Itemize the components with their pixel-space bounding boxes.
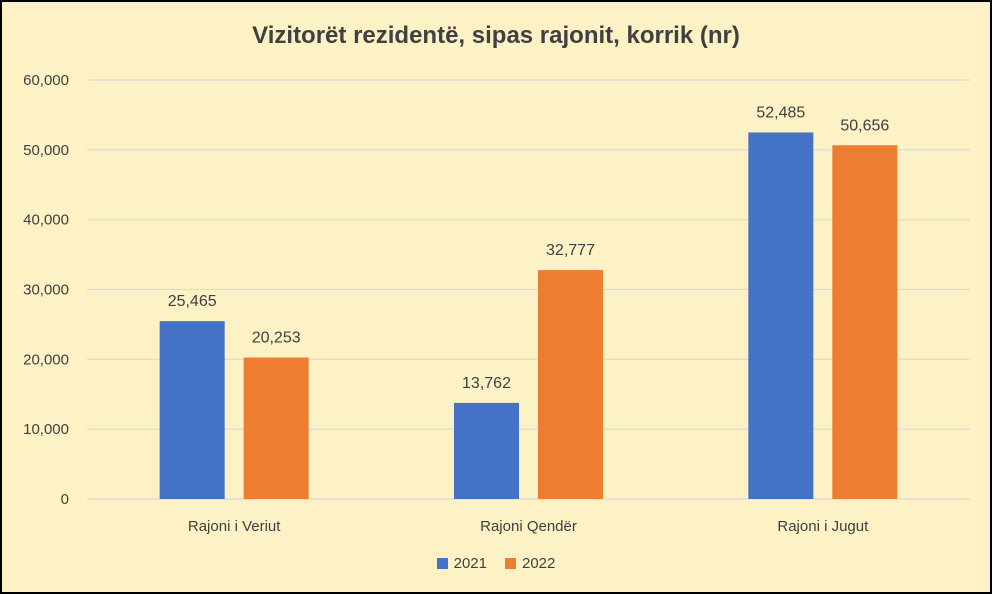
legend-item-2021: 2021 (436, 555, 487, 572)
bar-2021 (159, 321, 225, 499)
data-label: 20,253 (252, 330, 301, 347)
legend: 2021 2022 (2, 555, 990, 572)
bar-2021 (748, 132, 814, 500)
legend-swatch-2022 (505, 558, 516, 569)
data-label: 13,762 (462, 375, 511, 392)
legend-item-2022: 2022 (505, 555, 555, 572)
y-tick-label: 0 (61, 491, 69, 508)
x-tick-label: Rajoni i Veriut (188, 518, 281, 535)
data-label: 25,465 (168, 293, 217, 310)
data-label: 50,656 (840, 117, 889, 134)
bar-2022 (243, 357, 309, 499)
y-tick-label: 20,000 (23, 351, 69, 368)
data-label: 32,777 (546, 242, 595, 259)
y-tick-label: 40,000 (23, 212, 69, 229)
chart-title: Vizitorët rezidentë, sipas rajonit, korr… (252, 22, 740, 49)
x-tick-label: Rajoni i Jugut (777, 518, 869, 535)
x-tick-label: Rajoni Qendër (480, 518, 577, 535)
y-tick-label: 30,000 (23, 282, 69, 299)
y-tick-label: 60,000 (23, 72, 69, 89)
bar-2022 (538, 270, 603, 499)
bar-2022 (832, 145, 898, 500)
legend-label-2022: 2022 (522, 555, 556, 572)
y-tick-label: 50,000 (23, 142, 69, 159)
legend-label-2021: 2021 (453, 555, 487, 572)
legend-swatch-2021 (436, 558, 448, 569)
bar-2021 (454, 402, 519, 499)
y-tick-label: 10,000 (23, 421, 69, 438)
data-label: 52,485 (756, 104, 805, 121)
